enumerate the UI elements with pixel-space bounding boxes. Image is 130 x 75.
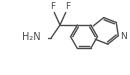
Text: N: N (120, 32, 126, 41)
Text: F: F (65, 2, 70, 10)
Text: F: F (50, 2, 55, 10)
Text: H₂N: H₂N (22, 32, 41, 42)
